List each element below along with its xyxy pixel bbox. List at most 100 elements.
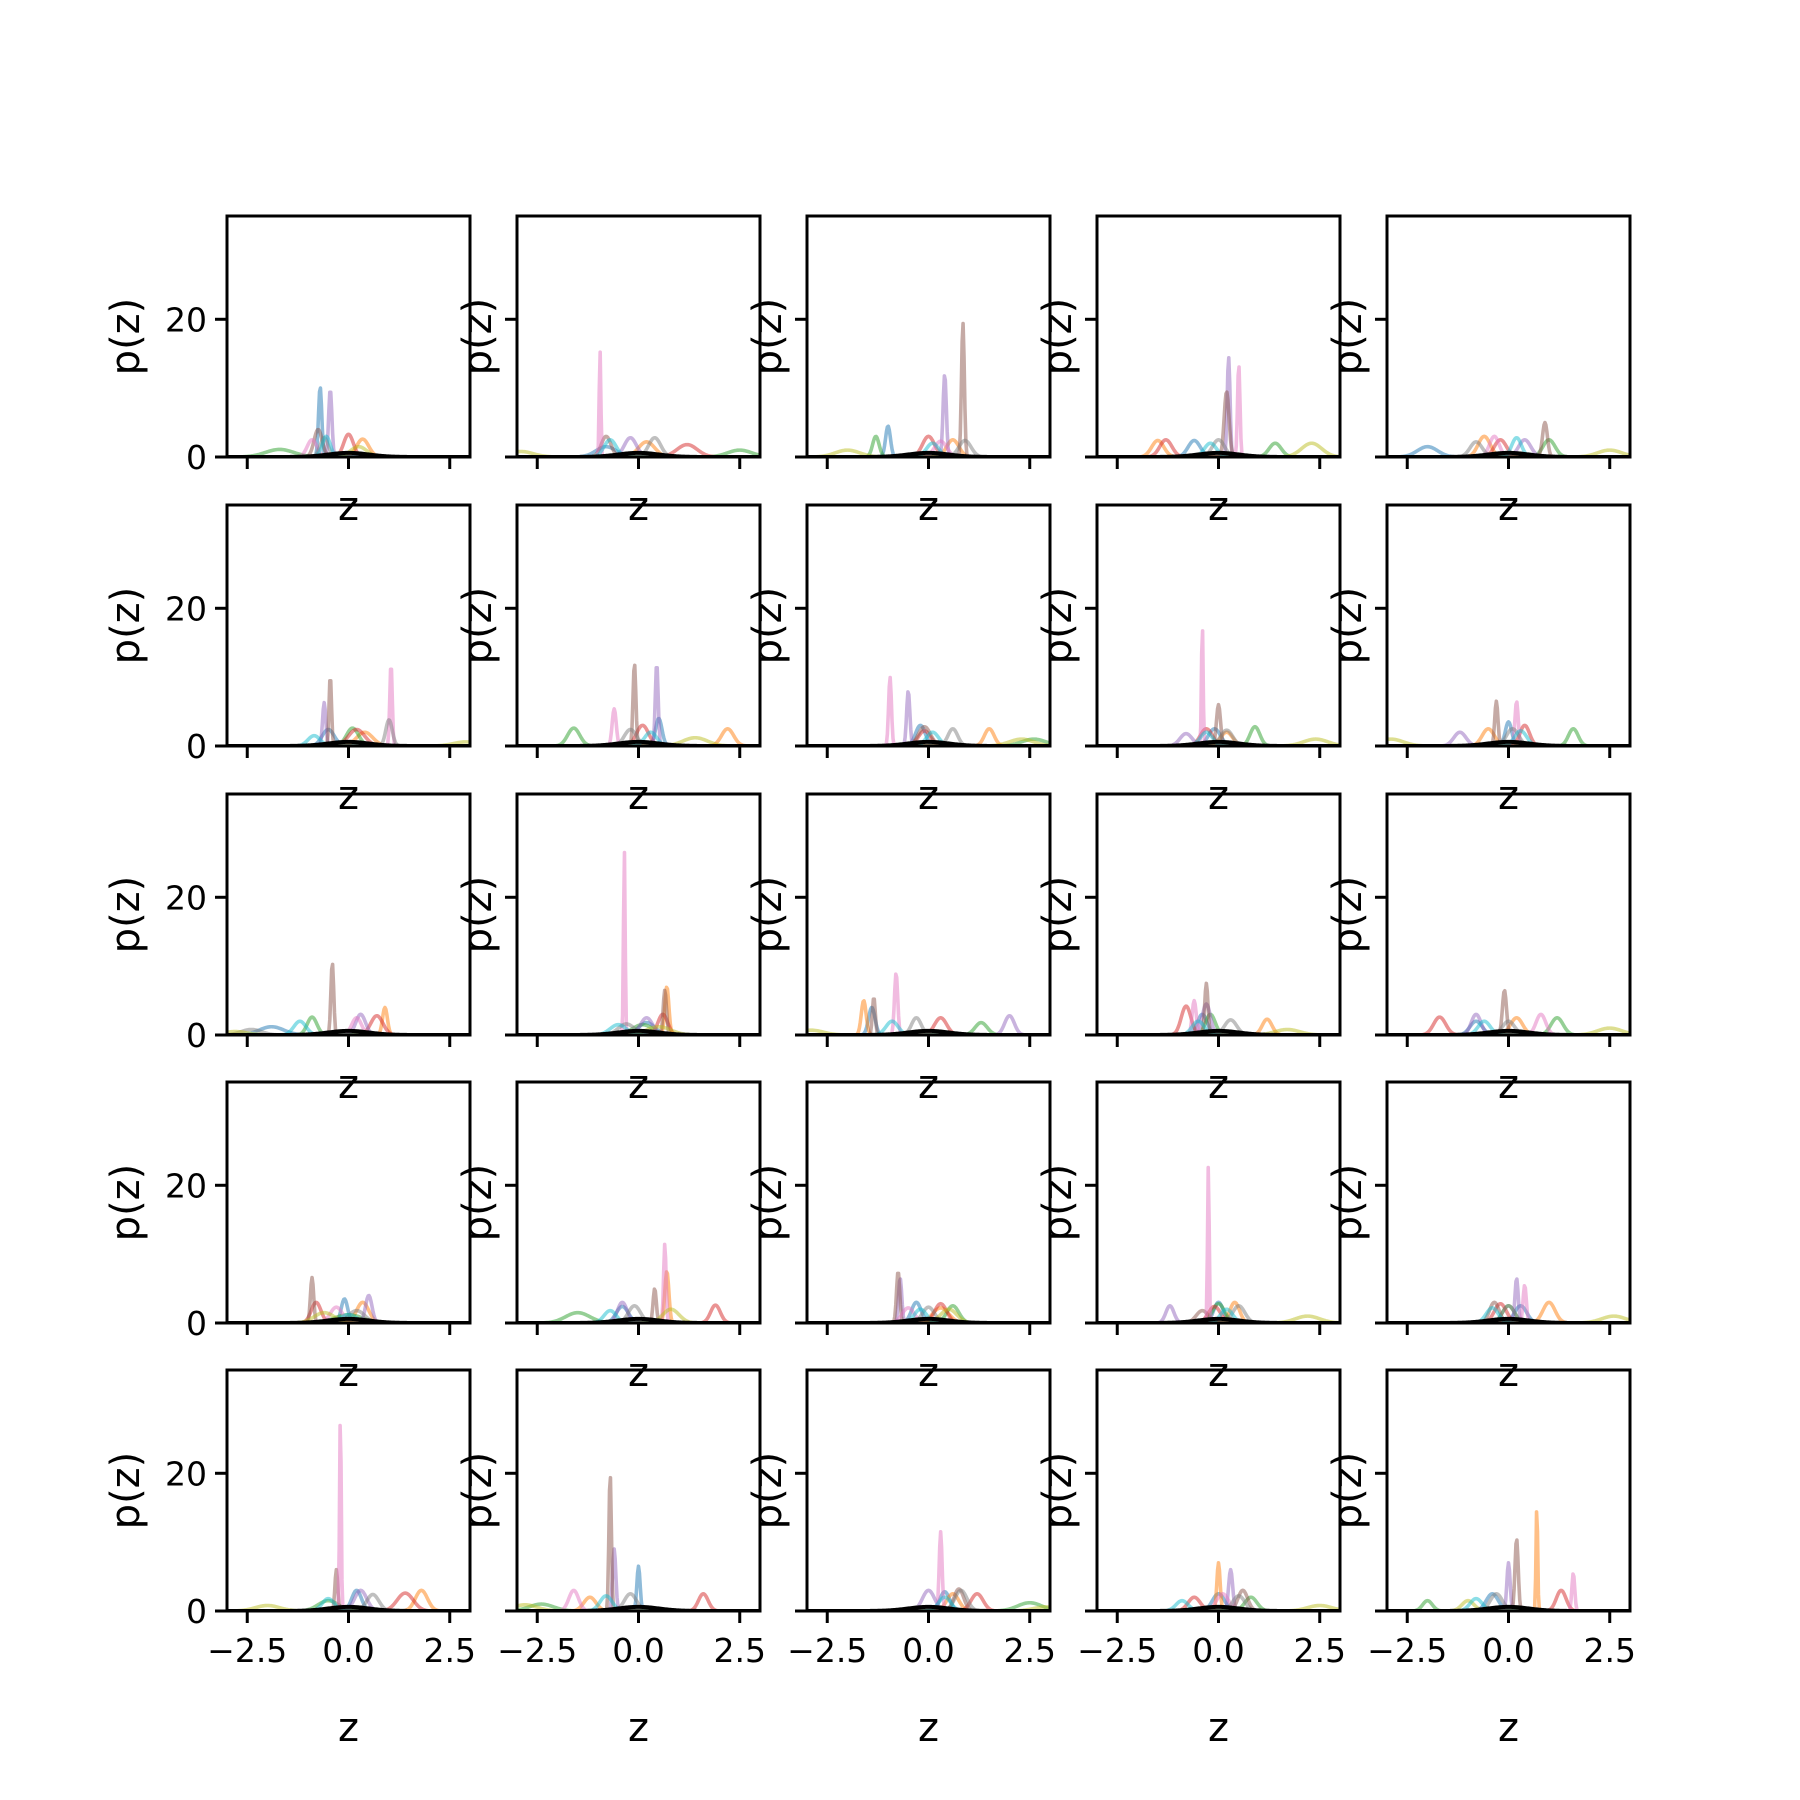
density-curve-7 xyxy=(1097,437,1340,457)
y-axis-label: p(z) xyxy=(745,298,791,376)
y-axis-label: p(z) xyxy=(1325,876,1371,954)
y-axis-label: p(z) xyxy=(1325,298,1371,376)
x-axis-label: z xyxy=(918,1350,939,1396)
plot-area xyxy=(1097,355,1340,457)
density-curve-7 xyxy=(1097,1018,1340,1035)
x-tick-label: 0.0 xyxy=(322,1631,374,1670)
density-curve-9 xyxy=(227,1312,470,1323)
plot-area xyxy=(227,1275,470,1323)
mean-density-curve xyxy=(227,739,470,746)
axes-frame xyxy=(805,503,1052,748)
x-tick-label: −2.5 xyxy=(1367,1631,1447,1670)
x-tick-label: 2.5 xyxy=(1584,1631,1636,1670)
x-axis-label: z xyxy=(1498,1705,1519,1751)
mean-density-curve xyxy=(227,1028,470,1035)
density-curve-0 xyxy=(1387,444,1630,457)
y-axis-label: p(z) xyxy=(455,1164,501,1242)
axes-frame xyxy=(805,1080,1052,1325)
plot-area xyxy=(227,1423,470,1611)
x-tick-label: 2.5 xyxy=(1294,1631,1346,1670)
axes-frame xyxy=(515,503,762,748)
density-curve-0 xyxy=(517,1564,760,1611)
axes-frame xyxy=(1095,792,1342,1037)
density-curve-1 xyxy=(227,730,470,746)
panel-r3-c3: z p(z) xyxy=(1035,1080,1342,1396)
axes-frame xyxy=(1385,503,1632,748)
density-curve-7 xyxy=(1097,728,1340,746)
density-curve-0 xyxy=(227,1024,470,1035)
axes-frame xyxy=(805,1368,1052,1613)
density-curve-2 xyxy=(227,726,470,746)
density-curve-0 xyxy=(227,386,470,457)
plot-area xyxy=(517,850,760,1035)
x-tick-label: 0.0 xyxy=(612,1631,664,1670)
density-curve-2 xyxy=(227,447,470,457)
density-curve-3 xyxy=(1097,1304,1340,1323)
density-curve-4 xyxy=(1097,355,1340,457)
x-axis-label: z xyxy=(338,484,359,530)
mean-density-curve xyxy=(1387,1604,1630,1611)
density-curve-6 xyxy=(227,1423,470,1611)
axes-frame xyxy=(515,1080,762,1325)
density-curve-4 xyxy=(227,390,470,457)
axes-frame xyxy=(1385,214,1632,459)
plot-area xyxy=(227,962,470,1035)
density-curve-6 xyxy=(517,850,760,1035)
y-tick-label: 0 xyxy=(186,1016,207,1055)
panel-r2-c1: z p(z) xyxy=(455,792,762,1108)
panel-r1-c1: z p(z) xyxy=(455,503,762,819)
x-tick-label: 2.5 xyxy=(1004,1631,1056,1670)
plot-area xyxy=(807,1271,1050,1323)
y-axis-label: p(z) xyxy=(1035,876,1081,954)
mean-density-curve xyxy=(227,1316,470,1323)
mean-density-curve xyxy=(227,1604,470,1611)
plot-area xyxy=(807,1530,1050,1611)
x-tick-label: 0.0 xyxy=(1482,1631,1534,1670)
plot-area xyxy=(517,1242,760,1323)
density-curve-7 xyxy=(517,1304,760,1323)
density-curve-8 xyxy=(807,737,1050,746)
axes-frame xyxy=(515,214,762,459)
density-curve-6 xyxy=(1097,629,1340,746)
panel-r1-c4: z p(z) xyxy=(1325,503,1632,819)
mean-density-curve xyxy=(1097,1316,1340,1323)
panel-r0-c2: z p(z) xyxy=(745,214,1052,530)
y-axis-label: p(z) xyxy=(1035,298,1081,376)
axes-frame xyxy=(225,1080,472,1325)
x-axis-label: z xyxy=(1498,484,1519,530)
density-curve-7 xyxy=(517,1592,760,1611)
panel-r2-c4: z p(z) xyxy=(1325,792,1632,1108)
density-curve-6 xyxy=(1097,365,1340,457)
x-tick-label: 0.0 xyxy=(1192,1631,1244,1670)
density-curve-5 xyxy=(1097,702,1340,746)
density-curve-4 xyxy=(807,1013,1050,1035)
density-curve-3 xyxy=(1387,1015,1630,1035)
mean-density-curve xyxy=(807,1604,1050,1611)
mean-density-curve xyxy=(1097,739,1340,746)
plot-area xyxy=(1387,1510,1630,1611)
panel-r2-c3: z p(z) xyxy=(1035,792,1342,1108)
y-tick-label: 20 xyxy=(165,1454,207,1493)
panel-r1-c3: z p(z) xyxy=(1035,503,1342,819)
y-tick-label: 0 xyxy=(186,1304,207,1343)
density-curve-9 xyxy=(807,730,1050,746)
density-curve-8 xyxy=(1097,737,1340,746)
panel-r4-c1: −2.5 0.0 2.5 z p(z) xyxy=(455,1368,766,1751)
x-axis-label: z xyxy=(338,773,359,819)
panel-r1-c0: 0 20 z p(z) xyxy=(103,503,472,819)
density-curve-1 xyxy=(227,1588,470,1611)
density-curve-9 xyxy=(517,730,760,746)
panel-r3-c0: 0 20 z p(z) xyxy=(103,1080,472,1396)
density-curve-0 xyxy=(1387,720,1630,746)
plot-area xyxy=(227,667,470,746)
axes-frame xyxy=(805,792,1052,1037)
plot-area xyxy=(1097,629,1340,746)
x-axis-label: z xyxy=(1208,1062,1229,1108)
x-axis-label: z xyxy=(338,1350,359,1396)
panel-r3-c1: z p(z) xyxy=(455,1080,762,1396)
density-curve-9 xyxy=(1387,729,1630,746)
y-axis-label: p(z) xyxy=(1325,1452,1371,1530)
y-axis-label: p(z) xyxy=(103,298,149,376)
y-axis-label: p(z) xyxy=(455,876,501,954)
axes-frame xyxy=(225,214,472,459)
